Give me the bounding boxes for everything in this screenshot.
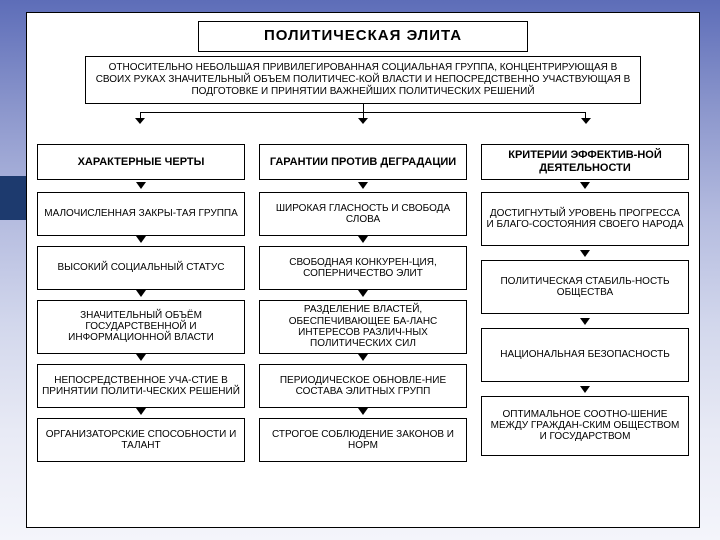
diagram-sheet: ПОЛИТИЧЕСКАЯ ЭЛИТА ОТНОСИТЕЛЬНО НЕБОЛЬША… xyxy=(26,12,700,528)
columns-container: ХАРАКТЕРНЫЕ ЧЕРТЫ МАЛОЧИСЛЕННАЯ ЗАКРЫ-ТА… xyxy=(37,144,689,472)
column-3-item: ПОЛИТИЧЕСКАЯ СТАБИЛЬ-НОСТЬ ОБЩЕСТВА xyxy=(481,260,689,314)
column-3: КРИТЕРИИ ЭФФЕКТИВ-НОЙ ДЕЯТЕЛЬНОСТИ ДОСТИ… xyxy=(481,144,689,472)
arrow-icon xyxy=(580,318,590,325)
column-2-header: ГАРАНТИИ ПРОТИВ ДЕГРАДАЦИИ xyxy=(259,144,467,180)
arrow-icon xyxy=(358,354,368,361)
arrow-icon xyxy=(358,236,368,243)
column-1-item: ВЫСОКИЙ СОЦИАЛЬНЫЙ СТАТУС xyxy=(37,246,245,290)
column-2-item: СТРОГОЕ СОБЛЮДЕНИЕ ЗАКОНОВ И НОРМ xyxy=(259,418,467,462)
column-2-item: СВОБОДНАЯ КОНКУРЕН-ЦИЯ, СОПЕРНИЧЕСТВО ЭЛ… xyxy=(259,246,467,290)
column-3-item: ОПТИМАЛЬНОЕ СООТНО-ШЕНИЕ МЕЖДУ ГРАЖДАН-С… xyxy=(481,396,689,456)
column-1-item: ЗНАЧИТЕЛЬНЫЙ ОБЪЁМ ГОСУДАРСТВЕННОЙ И ИНФ… xyxy=(37,300,245,354)
definition-box: ОТНОСИТЕЛЬНО НЕБОЛЬШАЯ ПРИВИЛЕГИРОВАННАЯ… xyxy=(85,56,641,104)
arrow-icon xyxy=(358,290,368,297)
arrow-icon xyxy=(580,386,590,393)
column-3-header: КРИТЕРИИ ЭФФЕКТИВ-НОЙ ДЕЯТЕЛЬНОСТИ xyxy=(481,144,689,180)
column-2: ГАРАНТИИ ПРОТИВ ДЕГРАДАЦИИ ШИРОКАЯ ГЛАСН… xyxy=(259,144,467,472)
decorative-side-bar xyxy=(0,176,26,220)
column-3-item: ДОСТИГНУТЫЙ УРОВЕНЬ ПРОГРЕССА И БЛАГО-СО… xyxy=(481,192,689,246)
column-2-item: ПЕРИОДИЧЕСКОЕ ОБНОВЛЕ-НИЕ СОСТАВА ЭЛИТНЫ… xyxy=(259,364,467,408)
column-1-item: НЕПОСРЕДСТВЕННОЕ УЧА-СТИЕ В ПРИНЯТИИ ПОЛ… xyxy=(37,364,245,408)
column-1-item: МАЛОЧИСЛЕННАЯ ЗАКРЫ-ТАЯ ГРУППА xyxy=(37,192,245,236)
column-2-item: ШИРОКАЯ ГЛАСНОСТЬ И СВОБОДА СЛОВА xyxy=(259,192,467,236)
arrow-icon xyxy=(358,408,368,415)
column-3-item: НАЦИОНАЛЬНАЯ БЕЗОПАСНОСТЬ xyxy=(481,328,689,382)
column-1-header: ХАРАКТЕРНЫЕ ЧЕРТЫ xyxy=(37,144,245,180)
arrow-icon xyxy=(358,182,368,189)
arrow-icon xyxy=(580,182,590,189)
arrow-icon xyxy=(136,408,146,415)
arrow-icon xyxy=(136,290,146,297)
column-1-item: ОРГАНИЗАТОРСКИЕ СПОСОБНОСТИ И ТАЛАНТ xyxy=(37,418,245,462)
main-title: ПОЛИТИЧЕСКАЯ ЭЛИТА xyxy=(198,21,528,52)
column-2-item: РАЗДЕЛЕНИЕ ВЛАСТЕЙ, ОБЕСПЕЧИВАЮЩЕЕ БА-ЛА… xyxy=(259,300,467,354)
arrow-icon xyxy=(136,354,146,361)
arrow-icon xyxy=(580,250,590,257)
arrow-icon xyxy=(136,236,146,243)
arrow-icon xyxy=(136,182,146,189)
column-1: ХАРАКТЕРНЫЕ ЧЕРТЫ МАЛОЧИСЛЕННАЯ ЗАКРЫ-ТА… xyxy=(37,144,245,472)
